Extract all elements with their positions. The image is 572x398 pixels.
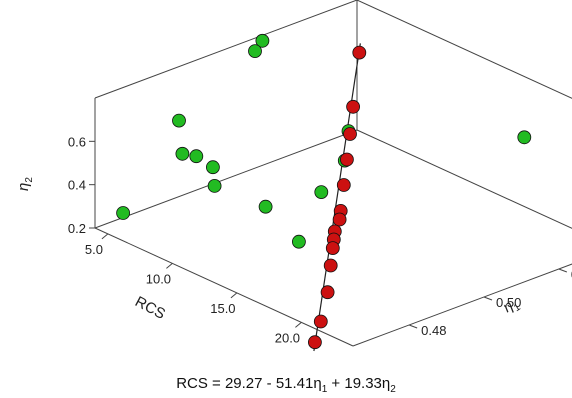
box-edge-back-floor (356, 129, 572, 229)
y-tick-0-mark (408, 324, 418, 329)
fitted-point-4 (325, 241, 340, 256)
z-tick-1-label: 0.4 (68, 178, 86, 193)
fit-line-layer (313, 43, 361, 352)
fitted-point-7 (332, 212, 347, 227)
z-axis-title-sub: 2 (24, 177, 35, 183)
observed-point-2 (172, 113, 186, 128)
x-tick-0-mark (101, 233, 109, 240)
x-tick-2-mark (230, 292, 238, 299)
observed-point-0 (116, 206, 130, 220)
observed-point-12 (248, 44, 262, 58)
fitted-line (313, 43, 361, 352)
observed-point-5 (207, 178, 222, 193)
x-tick-3-label: 20.0 (275, 330, 300, 345)
y-tick-1-mark (483, 296, 493, 301)
box-edge-top-left (94, 0, 358, 99)
observed-point-1 (175, 146, 190, 161)
points-layer (116, 33, 532, 350)
box-edge-bottom-front (94, 227, 354, 347)
x-tick-1-label: 10.0 (146, 271, 171, 286)
fitted-point-13 (352, 45, 367, 60)
x-tick-0-label: 5.0 (85, 242, 103, 257)
y-tick-1-label: 0.50 (496, 295, 521, 310)
z-axis-title-base: η (15, 183, 32, 191)
box-edge-bottom-right (352, 263, 572, 347)
observed-point-3 (189, 149, 204, 164)
x-axis-title: RCS (132, 293, 168, 323)
z-tick-2-label: 0.6 (68, 134, 86, 149)
fitted-point-1 (313, 314, 328, 329)
observed-point-7 (258, 199, 273, 214)
observed-point-13 (255, 33, 270, 48)
observed-point-8 (314, 185, 329, 200)
y-tick-2-label: 0.52 (571, 267, 572, 282)
equation-part-3: 2 (390, 384, 396, 395)
fitted-point-0 (307, 335, 322, 350)
observed-point-6 (291, 234, 306, 249)
fitted-point-10 (339, 152, 354, 167)
fitted-point-11 (343, 127, 357, 141)
axis-ticks: 0.2 0.4 0.6 5.0 10.0 15.0 20.0 0.48 0.50 0.52 (68, 134, 572, 345)
equation-part-0: RCS = 29.27 - 51.41η (176, 375, 322, 392)
x-tick-3-mark (295, 322, 302, 328)
y-tick-2-mark (558, 268, 568, 273)
y-tick-0-label: 0.48 (421, 323, 446, 338)
x-tick-2-label: 15.0 (210, 301, 235, 316)
equation-part-1: 1 (322, 384, 328, 395)
fitted-point-2 (320, 285, 335, 300)
box-edge-left-floor (94, 129, 358, 229)
z-tick-0-label: 0.2 (68, 221, 86, 236)
box-edge-top-back (356, 0, 572, 99)
fitted-point-3 (323, 258, 338, 273)
observed-point-4 (205, 160, 220, 175)
equation-part-2: + 19.33η (327, 375, 390, 392)
y-axis-title-sub: 1 (512, 302, 523, 314)
z-axis-title: η2 (15, 177, 35, 191)
fitted-point-12 (346, 99, 361, 114)
regression-equation: RCS = 29.27 - 51.41η1 + 19.33η2 (176, 375, 396, 395)
observed-point-11 (517, 130, 532, 145)
fitted-point-9 (336, 178, 351, 192)
x-tick-1-mark (166, 263, 173, 269)
